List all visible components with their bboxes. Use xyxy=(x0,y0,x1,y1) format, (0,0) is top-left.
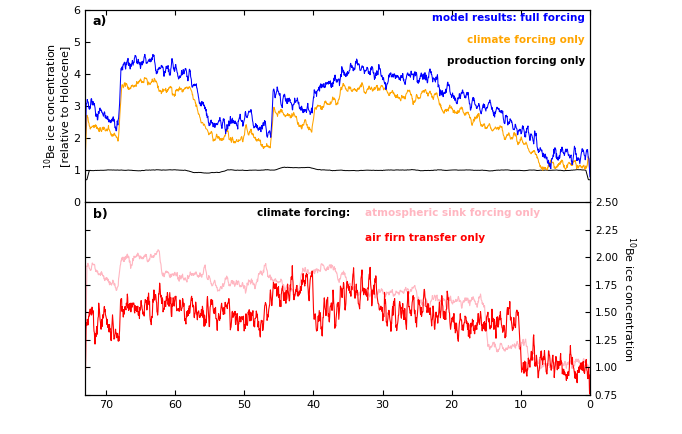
Y-axis label: $^{10}$Be ice concentration: $^{10}$Be ice concentration xyxy=(621,236,638,362)
Text: climate forcing only: climate forcing only xyxy=(467,35,585,45)
Text: climate forcing:: climate forcing: xyxy=(257,208,353,218)
Y-axis label: $^{10}$Be ice concentration
[relative to Holocene]: $^{10}$Be ice concentration [relative to… xyxy=(42,43,70,169)
Text: atmospheric sink forcing only: atmospheric sink forcing only xyxy=(366,208,540,218)
Text: air firn transfer only: air firn transfer only xyxy=(366,233,486,243)
Text: model results: full forcing: model results: full forcing xyxy=(432,13,585,23)
Text: b): b) xyxy=(93,208,108,221)
Text: a): a) xyxy=(93,15,107,28)
Text: production forcing only: production forcing only xyxy=(447,56,585,66)
